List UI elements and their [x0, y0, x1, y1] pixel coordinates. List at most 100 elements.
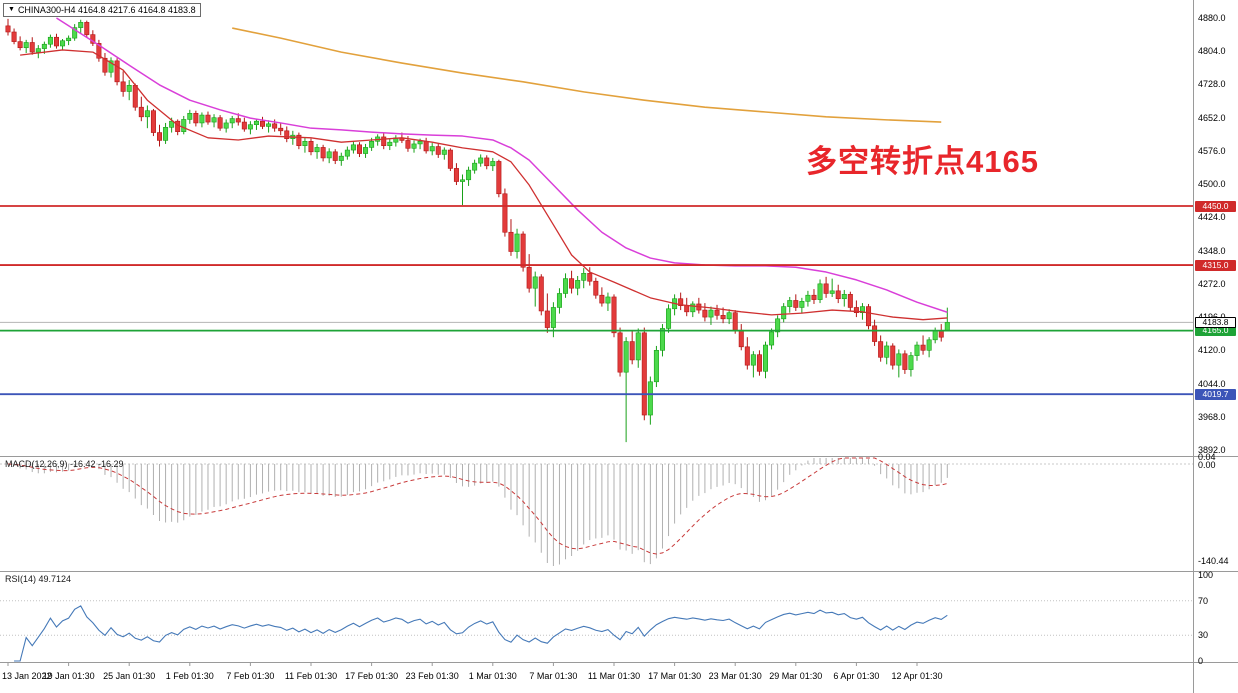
- candle-body: [714, 309, 720, 316]
- candle-body: [938, 330, 944, 338]
- candle-body: [199, 114, 205, 124]
- time-axis-label: 1 Mar 01:30: [468, 671, 517, 681]
- price-level-tag[interactable]: 4315.0: [1195, 259, 1236, 271]
- candle-body: [223, 122, 229, 129]
- price-axis-label: 4044.0: [1198, 378, 1226, 389]
- price-axis-label: 4272.0: [1198, 278, 1226, 289]
- candle-body: [296, 134, 302, 146]
- ma-mid-line: [56, 17, 948, 313]
- candle-body: [726, 312, 732, 320]
- candle-body: [878, 341, 884, 358]
- candle-body: [120, 81, 126, 92]
- price-level-tag[interactable]: 4450.0: [1195, 200, 1236, 212]
- candle-body: [635, 332, 641, 361]
- candle-body: [11, 31, 17, 42]
- time-axis-label: 7 Mar 01:30: [529, 671, 578, 681]
- candle-body: [823, 283, 829, 294]
- candle-body: [847, 294, 853, 308]
- candle-body: [490, 161, 496, 167]
- price-axis-label: 4728.0: [1198, 79, 1226, 90]
- ma-slow-line: [232, 27, 942, 123]
- candle-body: [211, 117, 217, 123]
- candle-body: [332, 151, 338, 161]
- candle-body: [775, 318, 781, 333]
- symbol-ohlc-label: CHINA300-H4 4164.8 4217.6 4164.8 4183.8: [17, 5, 196, 15]
- candle-body: [453, 168, 459, 182]
- candle-body: [611, 296, 617, 334]
- candle-body: [78, 22, 84, 28]
- candle-body: [569, 278, 575, 289]
- time-axis-label: 13 Jan 2022: [2, 671, 52, 681]
- macd-axis-label: 0.04: [1198, 452, 1216, 462]
- candle-body: [811, 294, 817, 300]
- candle-body: [266, 123, 272, 127]
- rsi-indicator-label: RSI(14) 49.7124: [5, 574, 72, 584]
- candle-body: [387, 141, 393, 146]
- candle-body: [466, 169, 472, 181]
- candle-body: [241, 121, 247, 130]
- candle-body: [163, 127, 169, 141]
- candle-body: [890, 345, 896, 366]
- candle-body: [587, 273, 593, 282]
- candle-body: [581, 273, 587, 281]
- candle-body: [653, 350, 659, 383]
- candle-body: [193, 113, 199, 124]
- candle-body: [114, 60, 120, 83]
- candle-body: [829, 290, 835, 294]
- candle-body: [781, 306, 787, 320]
- candle-body: [896, 353, 902, 366]
- candle-body: [217, 117, 223, 129]
- candle-body: [472, 162, 478, 171]
- candle-body: [284, 130, 290, 139]
- candle-body: [314, 147, 320, 153]
- candle-body: [356, 144, 362, 154]
- candle-body: [841, 294, 847, 300]
- candle-body: [308, 141, 314, 153]
- candle-body: [23, 42, 29, 49]
- candle-body: [187, 113, 193, 120]
- candle-body: [720, 315, 726, 320]
- candle-body: [884, 345, 890, 358]
- time-axis-label: 7 Feb 01:30: [226, 671, 275, 681]
- price-level-tag[interactable]: 4165.0: [1195, 325, 1236, 337]
- candle-body: [805, 294, 811, 302]
- candle-body: [708, 309, 714, 318]
- candle-body: [647, 381, 653, 416]
- price-level-tag[interactable]: 4019.7: [1195, 388, 1236, 400]
- candle-body: [575, 280, 581, 289]
- candle-body: [411, 143, 417, 149]
- price-axis-label: 4120.0: [1198, 345, 1226, 356]
- candle-body: [702, 309, 708, 318]
- current-price-tag: 4183.8: [1195, 316, 1236, 328]
- candle-body: [835, 290, 841, 300]
- candle-body: [302, 141, 308, 146]
- time-axis-label: 11 Mar 01:30: [587, 671, 641, 681]
- candle-body: [35, 48, 41, 53]
- candle-body: [247, 124, 253, 130]
- candle-body: [169, 120, 175, 128]
- symbol-info-box[interactable]: ▼ CHINA300-H4 4164.8 4217.6 4164.8 4183.…: [3, 3, 201, 17]
- rsi-axis-label: 0: [1198, 656, 1204, 666]
- time-axis-label: 1 Feb 01:30: [165, 671, 214, 681]
- collapse-arrow-icon[interactable]: ▼: [8, 6, 15, 13]
- candle-body: [769, 331, 775, 346]
- price-axis-label: 4576.0: [1198, 145, 1226, 156]
- candle-body: [799, 301, 805, 308]
- rsi-axis-label: 100: [1198, 570, 1214, 580]
- candle-body: [278, 127, 284, 132]
- candle-body: [502, 193, 508, 233]
- time-axis-label: 17 Feb 01:30: [345, 671, 399, 681]
- candle-body: [508, 231, 514, 252]
- candle-body: [544, 310, 550, 328]
- price-axis-label: 4804.0: [1198, 46, 1226, 57]
- time-axis-label: 25 Jan 01:30: [103, 671, 156, 681]
- candle-body: [750, 354, 756, 366]
- candle-body: [417, 141, 423, 145]
- candle-body: [756, 354, 762, 372]
- macd-axis-label: 0.00: [1198, 460, 1216, 470]
- rsi-line: [14, 605, 948, 662]
- time-axis-label: 23 Feb 01:30: [405, 671, 459, 681]
- price-axis-label: 4500.0: [1198, 179, 1226, 190]
- price-axis-label: 4652.0: [1198, 112, 1226, 123]
